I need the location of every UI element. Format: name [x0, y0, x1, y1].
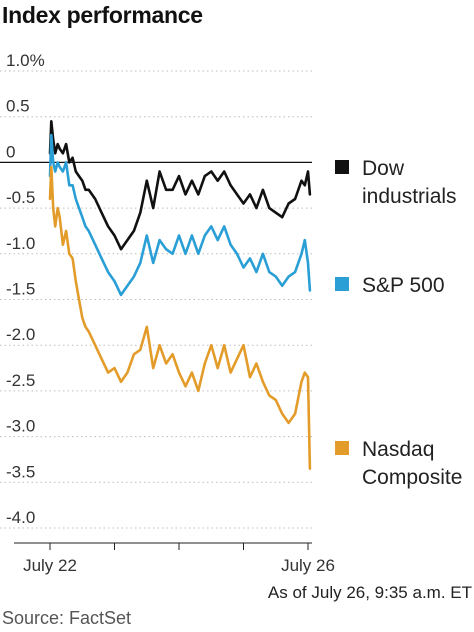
y-tick-label: -0.5 [6, 188, 35, 207]
legend-label: Composite [362, 466, 462, 489]
legend: Dow industrials S&P 500 Nasdaq Composite [335, 157, 462, 489]
x-axis: July 22 July 26 [14, 542, 335, 575]
y-tick-label: -3.5 [6, 462, 35, 481]
y-tick-label: -2.0 [6, 325, 35, 344]
legend-label: industrials [362, 185, 457, 208]
chart-title: Index performance [2, 2, 203, 28]
legend-swatch [335, 441, 349, 455]
x-tick-label: July 22 [23, 556, 77, 575]
y-tick-label: 0.5 [6, 97, 30, 116]
legend-swatch [335, 277, 349, 291]
y-tick-label: -3.0 [6, 417, 35, 436]
y-tick-label: 0 [6, 142, 15, 161]
series-line-dow-industrials [48, 120, 312, 251]
source-note: Source: FactSet [2, 608, 132, 628]
legend-label: Nasdaq [362, 438, 434, 461]
series-line-nasdaq-composite [48, 165, 312, 470]
y-axis-ticks: 1.0% 0.5 0 -0.5 -1.0 -1.5 -2.0 -2.5 -3.0 -3.5 -4.0 [6, 51, 45, 527]
legend-swatch [335, 160, 349, 174]
timestamp-note: As of July 26, 9:35 a.m. ET [267, 583, 472, 602]
series-line-s-p-500 [48, 133, 312, 297]
legend-label: S&P 500 [362, 274, 445, 297]
series-lines [48, 120, 312, 470]
y-tick-label: 1.0% [6, 51, 45, 70]
grid-lines [0, 70, 312, 529]
y-tick-label: -2.5 [6, 371, 35, 390]
legend-label: Dow [362, 157, 405, 180]
y-tick-label: -1.5 [6, 280, 35, 299]
y-tick-label: -1.0 [6, 234, 35, 253]
y-tick-label: -4.0 [6, 508, 35, 527]
x-tick-label: July 26 [281, 556, 335, 575]
